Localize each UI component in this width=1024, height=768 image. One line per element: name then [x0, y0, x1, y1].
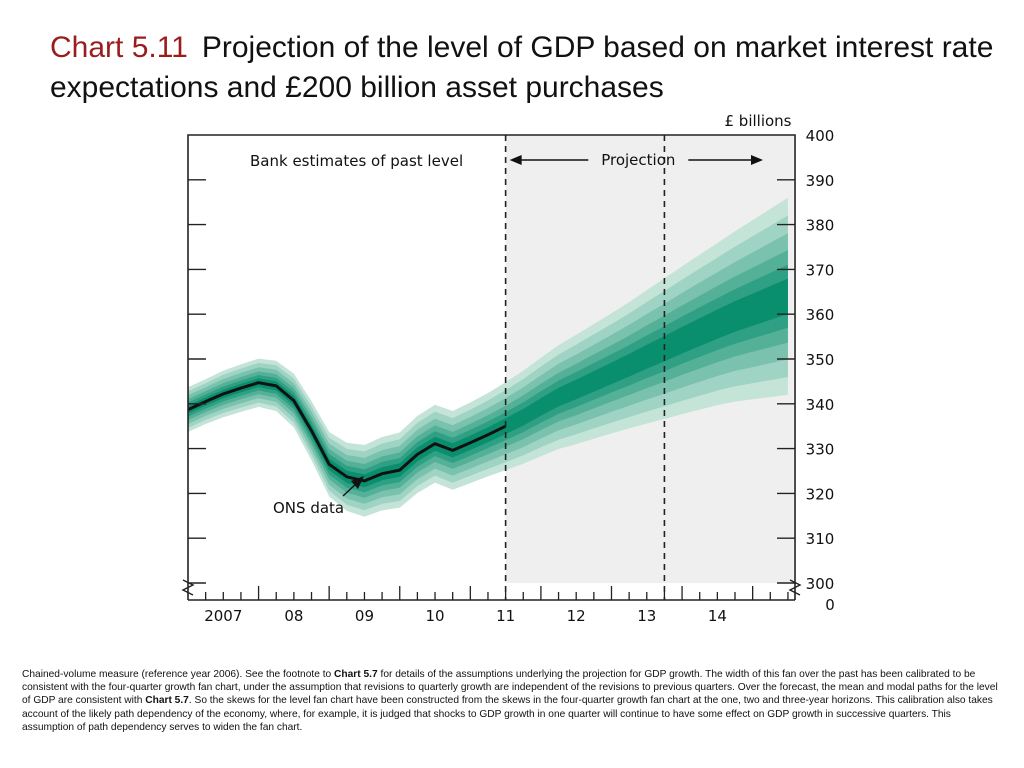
x-tick-label-12: 12 [567, 607, 586, 625]
x-tick-label-09: 09 [355, 607, 374, 625]
fan-bands-layer [188, 197, 788, 517]
y-tick-label-300: 300 [806, 575, 835, 593]
chart-number: Chart 5.11 [50, 31, 188, 64]
axis-break-right [788, 579, 802, 596]
chart-title-text: Projection of the level of GDP based on … [50, 31, 994, 104]
chart-title: Chart 5.11 Projection of the level of GDP… [50, 28, 1010, 108]
footnote-ref-1: Chart 5.7 [334, 669, 378, 680]
fan-band-5 [188, 264, 788, 493]
projection-label: Projection [601, 151, 675, 169]
y-tick-label-310: 310 [806, 530, 835, 548]
ons-pointer-head [351, 476, 364, 489]
lines-layer [187, 135, 666, 600]
footnote-text-3: . So the skews for the level fan chart h… [22, 695, 993, 733]
footnote-text-1: Chained-volume measure (reference year 2… [22, 669, 335, 680]
footnote-text-2: for details of the assumptions underlyin… [22, 669, 998, 707]
y-tick-label-390: 390 [806, 172, 835, 190]
x-tick-label-11: 11 [496, 607, 515, 625]
fan-band-4 [188, 250, 788, 498]
y-tick-label-330: 330 [806, 441, 835, 459]
y-tick-label-340: 340 [806, 396, 835, 414]
y-tick-label-350: 350 [806, 351, 835, 369]
footnote: Chained-volume measure (reference year 2… [22, 668, 1002, 734]
ons-data-line [187, 381, 507, 483]
gdp-fan-chart: 300 310 320 330 340 350 360 370 380 390 400 0 £ bill… [181, 112, 835, 625]
x-tick-label-13: 13 [637, 607, 656, 625]
x-tick-label-14: 14 [708, 607, 727, 625]
x-tick-label-08: 08 [284, 607, 303, 625]
footnote-ref-2: Chart 5.7 [145, 695, 189, 707]
x-tick-label-2007: 2007 [204, 607, 242, 625]
y-tick-label-320: 320 [806, 485, 835, 503]
y-tick-label-380: 380 [806, 217, 835, 235]
y-zero-label: 0 [825, 596, 835, 614]
y-tick-label-370: 370 [806, 261, 835, 279]
ons-label: ONS data [273, 499, 344, 517]
axis-break-left [181, 579, 195, 596]
plot-frame [187, 134, 796, 600]
y-tick-label-360: 360 [806, 306, 835, 324]
y-tick-label-400: 400 [806, 127, 835, 145]
projection-arrow-left-head [509, 155, 522, 165]
projection-arrow-right-head [751, 155, 763, 165]
axes-layer [181, 134, 802, 601]
x-tick-label-10: 10 [425, 607, 444, 625]
units-label: £ billions [724, 112, 791, 130]
past-label: Bank estimates of past level [250, 152, 463, 170]
labels-layer: 300 310 320 330 340 350 360 370 380 390 400 0 £ bill… [204, 112, 835, 625]
